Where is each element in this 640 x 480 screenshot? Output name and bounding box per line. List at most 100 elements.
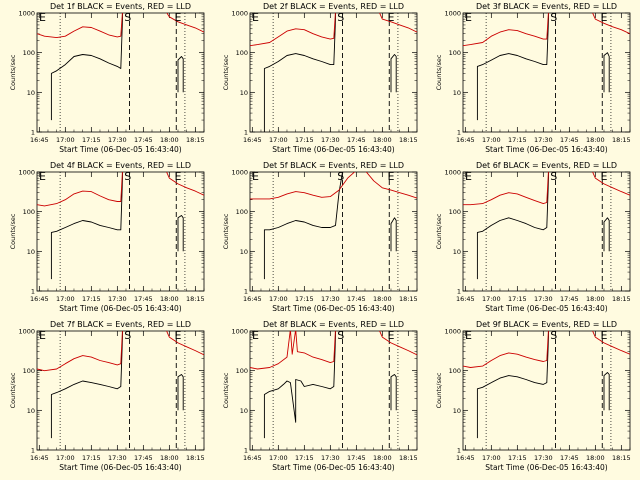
- x-tick-label: 18:15: [612, 295, 631, 303]
- series-group: [250, 172, 417, 280]
- y-tick-label: 100: [236, 367, 248, 375]
- time-marker-label: S: [550, 170, 557, 183]
- x-tick-label: 17:30: [108, 295, 127, 303]
- x-tick-label: 17:15: [508, 295, 527, 303]
- x-axis-label: Start Time (06-Dec-05 16:43:40): [272, 463, 394, 472]
- series-group: [250, 13, 417, 132]
- lld-series-line: [37, 331, 204, 372]
- x-tick-label: 16:45: [30, 295, 49, 303]
- chart-panel: Det 4f BLACK = Events, RED = LLD 1 10 100 10…: [9, 161, 205, 313]
- time-marker-label: E: [465, 170, 472, 183]
- y-tick-label: 100: [236, 208, 248, 216]
- x-tick-label: 16:45: [456, 454, 475, 462]
- x-tick-label: 17:00: [269, 136, 288, 144]
- chart-title: Det 5f BLACK = Events, RED = LLD: [263, 161, 404, 170]
- y-tick-label: 100: [23, 49, 35, 57]
- chart-panel: Det 8f BLACK = Events, RED = LLD 1 10 100 10…: [222, 320, 418, 472]
- time-marker-label: S: [124, 11, 131, 24]
- x-tick-label: 18:00: [160, 295, 179, 303]
- y-tick-label: 10: [240, 89, 248, 97]
- series-group: [37, 172, 204, 280]
- time-marker-label: S: [337, 329, 344, 342]
- y-axis-label: Counts/sec: [222, 54, 230, 90]
- time-marker-label: E: [601, 170, 608, 183]
- x-tick-label: 18:15: [186, 136, 205, 144]
- y-axis-label: Counts/sec: [9, 54, 17, 90]
- plot-frame: [249, 12, 418, 133]
- events-series-line: [50, 13, 184, 121]
- time-marker-label: S: [337, 170, 344, 183]
- plot-frame: [36, 12, 205, 133]
- x-tick-label: 17:30: [321, 454, 340, 462]
- series-group: [463, 331, 630, 439]
- y-tick-label: 1000: [18, 169, 35, 177]
- time-marker-label: S: [337, 11, 344, 24]
- y-tick-label: 1000: [231, 10, 248, 18]
- x-tick-label: 16:45: [243, 295, 262, 303]
- events-series-line: [476, 172, 610, 280]
- chart-title: Det 1f BLACK = Events, RED = LLD: [50, 2, 191, 11]
- x-tick-label: 17:45: [134, 454, 153, 462]
- x-tick-label: 17:30: [108, 136, 127, 144]
- x-tick-label: 17:00: [482, 295, 501, 303]
- x-tick-label: 17:00: [269, 295, 288, 303]
- chart-panel: Det 5f BLACK = Events, RED = LLD 1 10 100 10…: [222, 161, 418, 313]
- y-tick-label: 1000: [444, 169, 461, 177]
- time-marker-label: E: [39, 329, 46, 342]
- x-tick-label: 18:15: [186, 454, 205, 462]
- y-tick-label: 10: [27, 248, 35, 256]
- y-tick-label: 100: [236, 49, 248, 57]
- time-marker-label: E: [465, 329, 472, 342]
- time-marker-label: E: [388, 329, 395, 342]
- y-tick-label: 1000: [18, 328, 35, 336]
- y-tick-label: 1000: [444, 328, 461, 336]
- time-marker-label: E: [39, 170, 46, 183]
- time-marker-label: E: [175, 11, 182, 24]
- plot-frame: [462, 12, 631, 133]
- lld-series-line: [37, 13, 204, 39]
- y-tick-label: 100: [23, 208, 35, 216]
- x-axis-label: Start Time (06-Dec-05 16:43:40): [59, 304, 181, 313]
- y-axis-label: Counts/sec: [222, 372, 230, 408]
- x-tick-label: 18:00: [586, 136, 605, 144]
- y-tick-label: 100: [449, 49, 461, 57]
- time-marker-label: E: [39, 11, 46, 24]
- y-tick-label: 10: [240, 248, 248, 256]
- x-tick-label: 16:45: [456, 295, 475, 303]
- time-marker-label: E: [601, 11, 608, 24]
- x-axis-label: Start Time (06-Dec-05 16:43:40): [485, 304, 607, 313]
- time-marker-label: E: [252, 329, 259, 342]
- x-tick-label: 18:00: [586, 454, 605, 462]
- x-tick-label: 16:45: [243, 454, 262, 462]
- y-tick-label: 1: [31, 129, 35, 137]
- events-series-line: [50, 331, 184, 439]
- lld-series-line: [463, 172, 630, 206]
- events-series-line: [476, 13, 610, 121]
- x-tick-label: 17:00: [482, 136, 501, 144]
- time-marker-label: E: [252, 11, 259, 24]
- y-axis-label: Counts/sec: [435, 54, 443, 90]
- x-tick-label: 18:15: [399, 136, 418, 144]
- y-tick-label: 1: [244, 129, 248, 137]
- x-tick-label: 17:45: [347, 295, 366, 303]
- time-marker-label: E: [388, 170, 395, 183]
- events-series-line: [263, 13, 397, 132]
- y-tick-label: 100: [449, 367, 461, 375]
- y-tick-label: 100: [23, 367, 35, 375]
- y-axis-label: Counts/sec: [9, 213, 17, 249]
- x-tick-label: 17:15: [82, 295, 101, 303]
- x-tick-label: 17:15: [82, 454, 101, 462]
- lld-series-line: [250, 331, 417, 370]
- plot-frame: [462, 171, 631, 292]
- x-tick-label: 18:15: [612, 454, 631, 462]
- x-axis-label: Start Time (06-Dec-05 16:43:40): [485, 145, 607, 154]
- chart-panel: Det 6f BLACK = Events, RED = LLD 1 10 100 10…: [435, 161, 631, 313]
- y-axis-label: Counts/sec: [222, 213, 230, 249]
- events-series-line: [476, 331, 610, 439]
- time-marker-label: S: [550, 11, 557, 24]
- time-marker-label: E: [388, 11, 395, 24]
- series-group: [37, 331, 204, 439]
- y-axis-label: Counts/sec: [435, 213, 443, 249]
- plot-frame: [36, 171, 205, 292]
